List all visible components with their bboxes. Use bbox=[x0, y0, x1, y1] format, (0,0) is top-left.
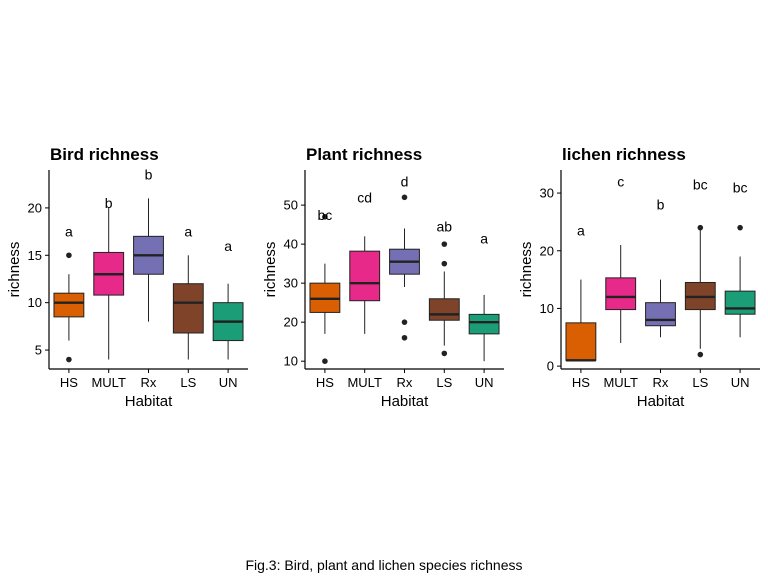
plant-richness-panel: Plant richness 10 20 30 40 50 richness HS MULT Rx… bbox=[262, 145, 504, 410]
y-tick-label: 30 bbox=[284, 276, 298, 291]
outlier-point bbox=[737, 224, 743, 231]
significance-letter: bc bbox=[693, 176, 708, 192]
boxplot-mult: b bbox=[93, 195, 125, 360]
boxplot-mult: c bbox=[605, 174, 637, 344]
box-iqr bbox=[645, 302, 676, 327]
boxplot-ls: ab bbox=[428, 219, 460, 357]
significance-letter: d bbox=[401, 174, 409, 190]
boxplot-rx: b bbox=[133, 167, 164, 322]
y-tick-label: 10 bbox=[28, 295, 42, 310]
chart-title: Plant richness bbox=[306, 145, 422, 164]
significance-letter: b bbox=[105, 195, 113, 211]
y-tick-label: 20 bbox=[540, 243, 554, 258]
significance-letter: a bbox=[480, 230, 488, 246]
boxplot-rx: b bbox=[645, 197, 676, 338]
box-iqr bbox=[565, 322, 597, 361]
significance-letter: b bbox=[145, 167, 153, 183]
outlier-point bbox=[441, 350, 448, 357]
boxplot-un: bc bbox=[724, 179, 756, 338]
y-tick-label: 5 bbox=[35, 343, 42, 358]
x-tick-label: HS bbox=[60, 375, 78, 390]
boxplot-un: a bbox=[212, 238, 244, 360]
boxplot-hs: a bbox=[565, 223, 597, 362]
significance-letter: a bbox=[184, 224, 192, 240]
x-tick-label: HS bbox=[572, 375, 590, 390]
y-tick-label: 10 bbox=[540, 301, 554, 316]
box-iqr bbox=[605, 277, 637, 311]
y-tick-label: 15 bbox=[28, 248, 42, 263]
significance-letter: bc bbox=[733, 179, 748, 195]
x-tick-label: HS bbox=[316, 375, 334, 390]
chart-title: Bird richness bbox=[50, 145, 159, 164]
x-axis-label: Habitat bbox=[125, 393, 173, 410]
chart-title: lichen richness bbox=[562, 145, 686, 164]
y-tick-label: 30 bbox=[540, 186, 554, 201]
x-tick-label: UN bbox=[731, 375, 750, 390]
significance-letter: a bbox=[224, 238, 232, 254]
x-tick-label: MULT bbox=[91, 375, 125, 390]
y-tick-label: 20 bbox=[28, 200, 42, 215]
box-iqr bbox=[468, 313, 500, 335]
outlier-point bbox=[401, 194, 408, 201]
outlier-point bbox=[697, 224, 704, 231]
boxplot-rx: d bbox=[389, 174, 420, 341]
bird-richness-panel: Bird richness 5 10 15 20 richness HS MULT Rx LS UN… bbox=[6, 145, 248, 410]
figure-caption: Fig.3: Bird, plant and lichen species ri… bbox=[245, 557, 523, 573]
outlier-point bbox=[401, 334, 408, 341]
significance-letter: b bbox=[657, 197, 665, 213]
y-axis-label: richness bbox=[262, 242, 279, 298]
significance-letter: bc bbox=[318, 207, 333, 223]
significance-letter: ab bbox=[437, 219, 453, 235]
box-iqr bbox=[349, 250, 381, 302]
boxplot-un: a bbox=[468, 230, 500, 362]
outlier-point bbox=[441, 260, 448, 267]
boxplot-hs: a bbox=[53, 224, 85, 363]
x-tick-label: MULT bbox=[603, 375, 637, 390]
x-tick-label: LS bbox=[692, 375, 708, 390]
significance-letter: cd bbox=[357, 189, 372, 205]
box-iqr bbox=[428, 298, 460, 321]
box-iqr bbox=[172, 283, 204, 334]
y-tick-label: 50 bbox=[284, 198, 298, 213]
x-tick-label: Rx bbox=[141, 375, 157, 390]
y-tick-label: 0 bbox=[547, 359, 554, 374]
x-tick-label: Rx bbox=[397, 375, 413, 390]
box-iqr bbox=[724, 290, 756, 315]
outlier-point bbox=[322, 214, 328, 220]
x-tick-label: UN bbox=[219, 375, 238, 390]
outlier-point bbox=[322, 358, 328, 364]
outlier-point bbox=[66, 252, 72, 259]
y-tick-label: 10 bbox=[284, 354, 298, 369]
x-tick-label: LS bbox=[180, 375, 196, 390]
significance-letter: a bbox=[65, 224, 73, 240]
outlier-point bbox=[697, 351, 704, 358]
significance-letter: a bbox=[577, 223, 585, 239]
boxplot-ls: bc bbox=[684, 176, 716, 358]
box-iqr bbox=[53, 292, 85, 318]
outlier-point bbox=[66, 356, 72, 363]
boxplot-ls: a bbox=[172, 224, 204, 360]
y-tick-label: 20 bbox=[284, 315, 298, 330]
x-axis-label: Habitat bbox=[381, 393, 429, 410]
significance-letter: c bbox=[617, 174, 624, 190]
x-tick-label: UN bbox=[475, 375, 494, 390]
x-axis-label: Habitat bbox=[637, 393, 685, 410]
boxplot-hs: bc bbox=[309, 207, 341, 364]
x-tick-label: Rx bbox=[653, 375, 669, 390]
y-tick-label: 40 bbox=[284, 237, 298, 252]
lichen-richness-panel: lichen richness 0 10 20 30 richness HS MULT Rx LS… bbox=[518, 145, 760, 410]
outlier-point bbox=[441, 241, 448, 247]
x-tick-label: MULT bbox=[347, 375, 381, 390]
y-axis-label: richness bbox=[6, 242, 23, 298]
boxplot-mult: cd bbox=[349, 189, 381, 334]
x-tick-label: LS bbox=[436, 375, 452, 390]
y-axis-label: richness bbox=[518, 242, 535, 298]
outlier-point bbox=[401, 319, 408, 325]
